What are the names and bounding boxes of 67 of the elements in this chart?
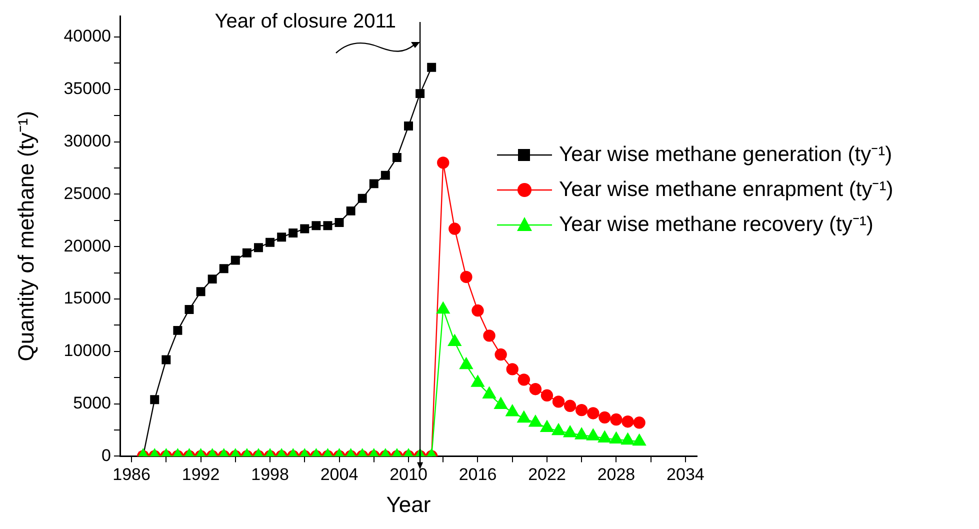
point bbox=[632, 434, 646, 446]
ref-line-label: Year of closure 2011 bbox=[214, 10, 396, 33]
x-tick-label: 1992 bbox=[182, 465, 220, 484]
point bbox=[540, 420, 554, 432]
point bbox=[334, 218, 344, 227]
point bbox=[621, 432, 634, 445]
point bbox=[404, 122, 413, 131]
point bbox=[288, 228, 298, 238]
point bbox=[460, 270, 472, 284]
point bbox=[517, 410, 531, 423]
point bbox=[266, 238, 275, 247]
y-tick-label: 30000 bbox=[64, 131, 111, 150]
point bbox=[173, 326, 182, 335]
x-tick-label: 1986 bbox=[112, 465, 150, 484]
x-tick-label: 2010 bbox=[390, 465, 428, 484]
y-tick-label: 40000 bbox=[64, 26, 111, 46]
point bbox=[436, 302, 450, 314]
y-tick-label: 10000 bbox=[64, 341, 111, 360]
y-tick-label: 20000 bbox=[64, 236, 111, 256]
point bbox=[346, 206, 356, 216]
point bbox=[506, 404, 520, 416]
point bbox=[184, 304, 194, 314]
point bbox=[563, 426, 577, 438]
point bbox=[208, 274, 217, 284]
x-tick-label: 2022 bbox=[528, 465, 566, 484]
point bbox=[482, 386, 496, 398]
y-axis-title: Quantity of methane (ty⁻¹) bbox=[13, 110, 38, 362]
point bbox=[472, 304, 484, 317]
y-tick-label: 5000 bbox=[73, 393, 111, 412]
point bbox=[610, 432, 623, 444]
point bbox=[471, 375, 484, 387]
point bbox=[254, 243, 263, 252]
point bbox=[369, 179, 378, 188]
point bbox=[448, 222, 461, 235]
y-tick-label: 0 bbox=[102, 446, 111, 465]
point bbox=[277, 232, 286, 242]
point bbox=[219, 264, 228, 274]
point bbox=[242, 248, 252, 258]
point bbox=[230, 256, 240, 265]
point bbox=[528, 415, 542, 427]
x-tick-label: 2016 bbox=[458, 465, 497, 484]
x-tick-label: 2034 bbox=[666, 465, 704, 484]
y-tick-label: 15000 bbox=[64, 288, 111, 308]
x-tick-label: 1998 bbox=[251, 465, 289, 484]
y-tick-label: 25000 bbox=[64, 184, 111, 203]
point bbox=[574, 428, 588, 440]
point bbox=[448, 334, 462, 346]
x-axis-title: Year bbox=[386, 492, 431, 517]
legend-label: Year wise methane enrapment (ty⁻¹) bbox=[559, 178, 894, 201]
point bbox=[598, 430, 612, 442]
point bbox=[437, 156, 450, 169]
point bbox=[312, 221, 321, 230]
point bbox=[552, 423, 566, 436]
point bbox=[323, 221, 332, 230]
point bbox=[586, 428, 600, 440]
point bbox=[494, 397, 508, 409]
point bbox=[380, 170, 390, 180]
legend-label: Year wise methane generation (ty⁻¹) bbox=[559, 142, 892, 166]
point bbox=[196, 287, 206, 296]
point bbox=[392, 153, 402, 162]
legend-label: Year wise methane recovery (ty⁻¹) bbox=[559, 212, 874, 236]
y-tick-label: 35000 bbox=[64, 79, 111, 98]
point bbox=[358, 194, 367, 203]
x-tick-label: 2028 bbox=[597, 465, 636, 484]
point bbox=[300, 224, 310, 234]
point bbox=[460, 357, 473, 370]
x-tick-label: 2004 bbox=[320, 465, 358, 484]
